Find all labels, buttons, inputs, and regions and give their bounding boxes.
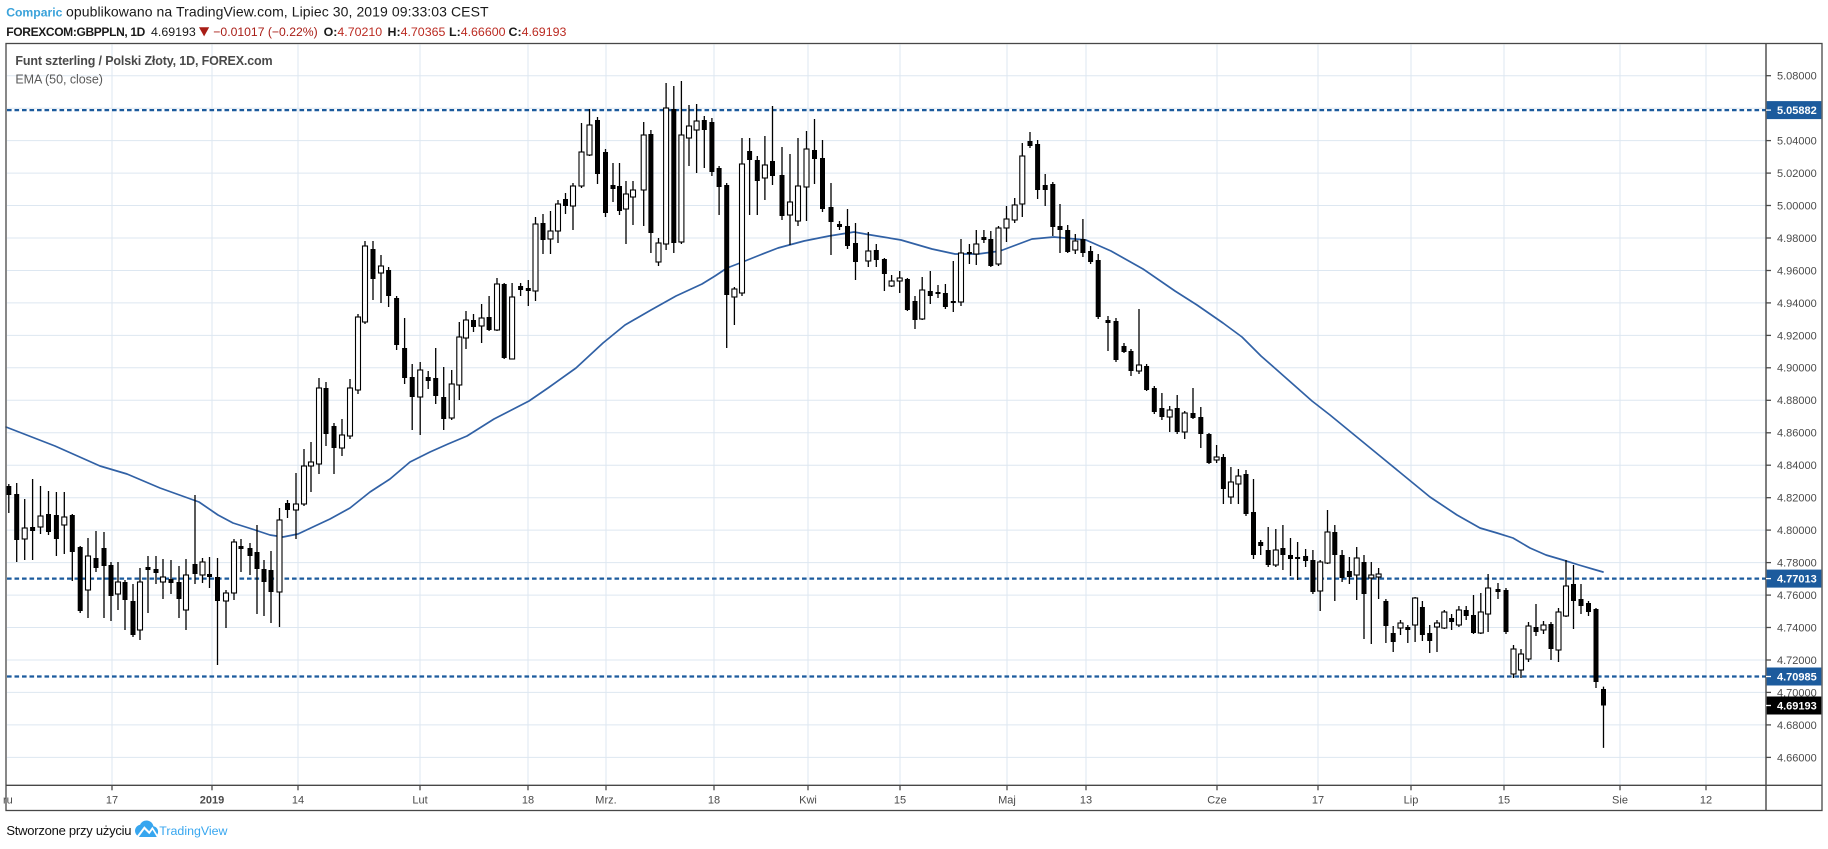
svg-text:13: 13 — [1080, 794, 1092, 806]
svg-text:4.92000: 4.92000 — [1777, 330, 1817, 342]
svg-text:FOREXCOM:GBPPLN, 1D: FOREXCOM:GBPPLN, 1D — [6, 25, 145, 39]
svg-text:L:4.66600: L:4.66600 — [449, 25, 506, 39]
svg-text:4.88000: 4.88000 — [1777, 395, 1817, 407]
svg-text:−0.01017 (−0.22%): −0.01017 (−0.22%) — [213, 25, 317, 39]
svg-text:18: 18 — [522, 794, 534, 806]
svg-text:4.74000: 4.74000 — [1777, 622, 1817, 634]
svg-text:Mrz.: Mrz. — [595, 794, 616, 806]
svg-text:4.84000: 4.84000 — [1777, 460, 1817, 472]
svg-text:4.82000: 4.82000 — [1777, 493, 1817, 505]
svg-text:Stworzone przy użyciu: Stworzone przy użyciu — [6, 823, 131, 838]
svg-text:4.86000: 4.86000 — [1777, 428, 1817, 440]
svg-text:4.68000: 4.68000 — [1777, 720, 1817, 732]
svg-text:5.04000: 5.04000 — [1777, 136, 1817, 148]
svg-text:4.98000: 4.98000 — [1777, 233, 1817, 245]
svg-text:opublikowano na TradingView.co: opublikowano na TradingView.com, Lipiec … — [66, 4, 489, 20]
svg-text:Comparic: Comparic — [6, 6, 62, 20]
svg-text:4.69193: 4.69193 — [1777, 701, 1817, 713]
svg-text:4.94000: 4.94000 — [1777, 298, 1817, 310]
svg-text:4.70000: 4.70000 — [1777, 687, 1817, 699]
svg-text:4.90000: 4.90000 — [1777, 363, 1817, 375]
svg-text:4.72000: 4.72000 — [1777, 655, 1817, 667]
svg-text:5.08000: 5.08000 — [1777, 71, 1817, 83]
svg-text:O:4.70210: O:4.70210 — [324, 25, 383, 39]
svg-text:4.66000: 4.66000 — [1777, 752, 1817, 764]
svg-text:2019: 2019 — [200, 794, 224, 806]
svg-text:4.78000: 4.78000 — [1777, 558, 1817, 570]
svg-text:4.77013: 4.77013 — [1777, 574, 1817, 586]
svg-text:Lut: Lut — [412, 794, 427, 806]
svg-text:15: 15 — [894, 794, 906, 806]
svg-text:5.05882: 5.05882 — [1777, 105, 1817, 117]
svg-text:18: 18 — [708, 794, 720, 806]
svg-text:17: 17 — [106, 794, 118, 806]
svg-text:14: 14 — [292, 794, 304, 806]
svg-text:Kwi: Kwi — [799, 794, 817, 806]
svg-text:17: 17 — [1312, 794, 1324, 806]
svg-text:ru: ru — [3, 794, 13, 806]
svg-text:Maj: Maj — [998, 794, 1016, 806]
svg-text:4.80000: 4.80000 — [1777, 525, 1817, 537]
svg-text:C:4.69193: C:4.69193 — [509, 25, 567, 39]
svg-text:4.70985: 4.70985 — [1777, 672, 1817, 684]
svg-text:Sie: Sie — [1612, 794, 1628, 806]
svg-text:TradingView: TradingView — [159, 824, 227, 838]
svg-text:15: 15 — [1498, 794, 1510, 806]
svg-text:EMA (50, close): EMA (50, close) — [15, 73, 102, 87]
svg-text:4.76000: 4.76000 — [1777, 590, 1817, 602]
svg-text:5.00000: 5.00000 — [1777, 200, 1817, 212]
svg-text:Cze: Cze — [1207, 794, 1227, 806]
svg-text:5.02000: 5.02000 — [1777, 168, 1817, 180]
svg-text:4.96000: 4.96000 — [1777, 265, 1817, 277]
svg-text:H:4.70365: H:4.70365 — [388, 25, 446, 39]
svg-text:12: 12 — [1700, 794, 1712, 806]
svg-text:4.69193: 4.69193 — [151, 25, 196, 39]
svg-text:Lip: Lip — [1404, 794, 1419, 806]
svg-text:Funt szterling / Polski Złoty,: Funt szterling / Polski Złoty, 1D, FOREX… — [15, 54, 272, 68]
